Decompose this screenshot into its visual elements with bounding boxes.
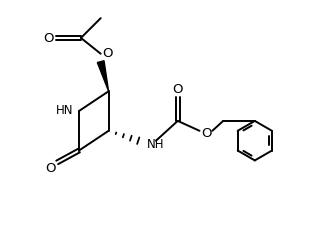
Text: O: O bbox=[45, 161, 56, 174]
Text: HN: HN bbox=[57, 103, 74, 116]
Text: O: O bbox=[172, 82, 183, 95]
Text: O: O bbox=[43, 32, 54, 45]
Text: O: O bbox=[102, 47, 113, 60]
Text: NH: NH bbox=[147, 138, 165, 150]
Polygon shape bbox=[97, 61, 109, 92]
Text: O: O bbox=[201, 127, 212, 140]
